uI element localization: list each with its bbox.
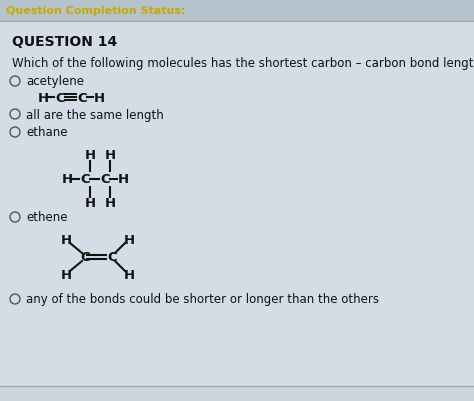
Text: Which of the following molecules has the shortest carbon – carbon bond length?: Which of the following molecules has the… bbox=[12, 57, 474, 70]
Text: H: H bbox=[38, 91, 49, 104]
Text: H: H bbox=[118, 173, 129, 186]
Text: C: C bbox=[77, 91, 87, 104]
Text: H: H bbox=[123, 269, 135, 282]
Text: H: H bbox=[61, 234, 72, 247]
Bar bbox=[0, 0, 474, 22]
Text: acetylene: acetylene bbox=[26, 75, 84, 88]
Text: Question Completion Status:: Question Completion Status: bbox=[6, 6, 185, 16]
Text: H: H bbox=[61, 269, 72, 282]
Text: C: C bbox=[107, 251, 117, 264]
Text: H: H bbox=[84, 197, 96, 210]
Text: H: H bbox=[104, 149, 116, 162]
Text: H: H bbox=[62, 173, 73, 186]
Text: any of the bonds could be shorter or longer than the others: any of the bonds could be shorter or lon… bbox=[26, 293, 379, 306]
Text: C: C bbox=[80, 173, 90, 186]
Text: ethene: ethene bbox=[26, 211, 67, 224]
Text: H: H bbox=[84, 149, 96, 162]
Text: C: C bbox=[55, 91, 64, 104]
Text: C: C bbox=[80, 251, 90, 264]
Text: ethane: ethane bbox=[26, 126, 67, 139]
Text: all are the same length: all are the same length bbox=[26, 108, 164, 121]
Text: C: C bbox=[100, 173, 109, 186]
Text: H: H bbox=[94, 91, 105, 104]
Text: H: H bbox=[123, 234, 135, 247]
Text: QUESTION 14: QUESTION 14 bbox=[12, 35, 117, 49]
Text: H: H bbox=[104, 197, 116, 210]
